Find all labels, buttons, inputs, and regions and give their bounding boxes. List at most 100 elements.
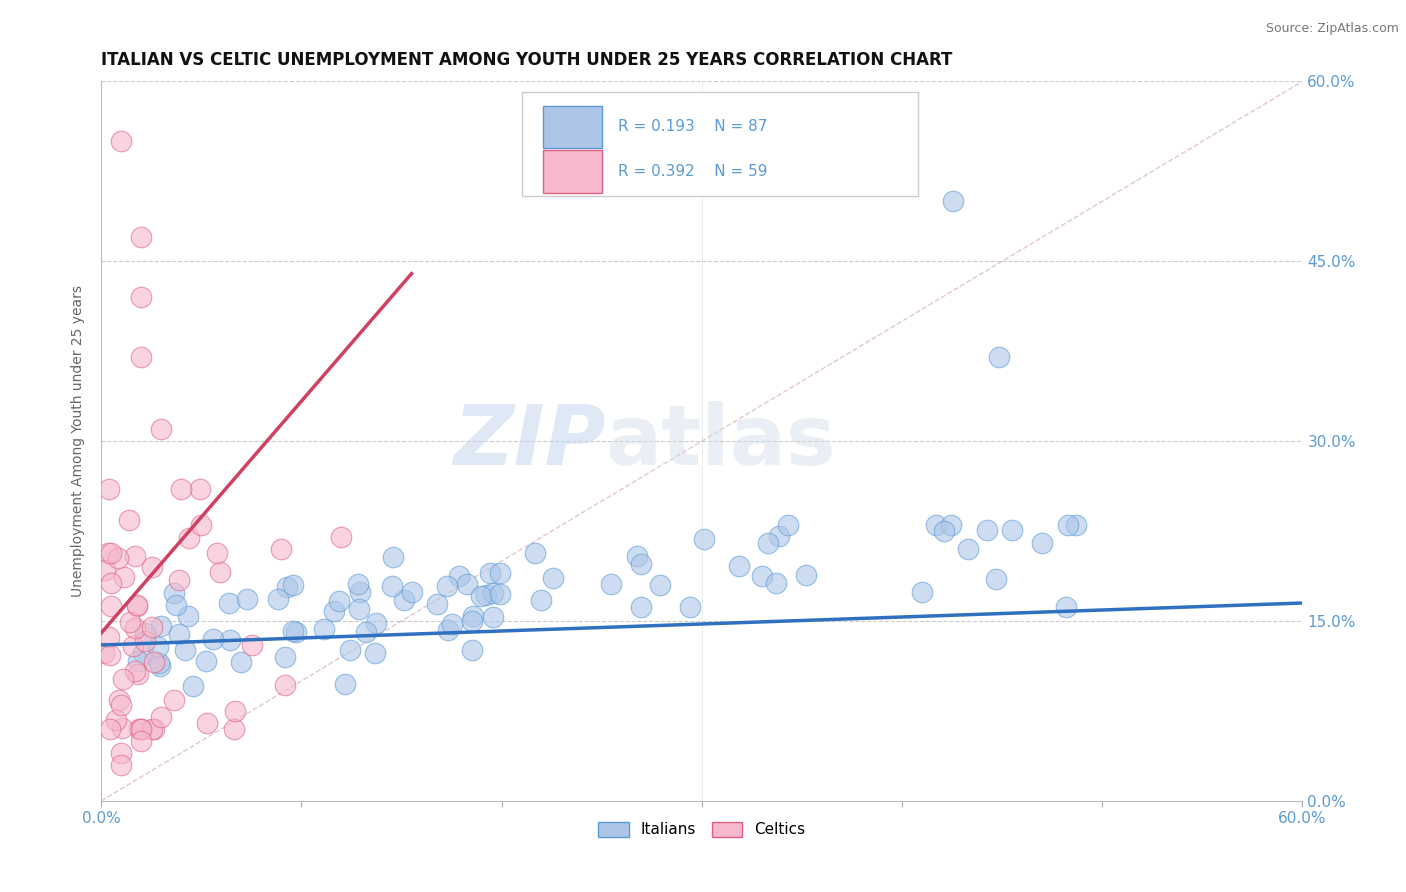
Point [650,578,672,592]
Point [273,650,295,665]
Point [366,616,388,631]
Point [530,593,553,607]
Point [942,194,965,209]
Point [281,577,304,591]
Point [179,531,201,545]
Point [381,579,404,593]
Point [108,693,131,707]
Point [932,524,955,538]
Point [112,570,135,584]
Point [125,599,148,614]
Point [1031,536,1053,550]
Point [330,530,353,544]
Point [208,565,231,579]
Point [281,624,304,638]
Point [437,623,460,637]
Point [692,532,714,546]
Point [401,584,423,599]
Point [267,592,290,607]
Point [141,560,163,574]
Point [150,422,173,436]
Point [141,722,163,736]
Point [482,609,505,624]
Point [132,647,155,661]
FancyBboxPatch shape [543,105,602,148]
Point [190,518,212,533]
Point [162,693,184,707]
Point [129,734,152,748]
Point [219,633,242,648]
Point [347,577,370,591]
Point [236,592,259,607]
Text: atlas: atlas [606,401,837,482]
Point [482,585,505,599]
Point [426,597,449,611]
Point [127,654,149,668]
Point [129,290,152,304]
Point [188,482,211,496]
Point [765,576,787,591]
Point [129,722,152,736]
FancyBboxPatch shape [543,150,602,193]
Point [461,609,484,624]
Point [110,758,132,772]
Point [599,577,621,591]
Point [322,604,344,618]
Point [127,666,149,681]
Point [794,568,817,582]
Point [328,594,350,608]
Point [124,664,146,678]
Point [456,577,478,591]
Point [630,558,652,572]
Point [470,590,492,604]
Point [142,722,165,736]
Point [224,705,246,719]
Point [218,596,240,610]
Point [148,640,170,655]
Point [134,626,156,640]
Point [207,546,229,560]
Point [93,646,115,660]
Point [167,573,190,587]
Point [173,643,195,657]
Point [100,575,122,590]
Text: ITALIAN VS CELTIC UNEMPLOYMENT AMONG YOUTH UNDER 25 YEARS CORRELATION CHART: ITALIAN VS CELTIC UNEMPLOYMENT AMONG YOU… [101,51,953,69]
Text: R = 0.193    N = 87: R = 0.193 N = 87 [617,120,768,135]
Point [98,722,121,736]
Point [274,678,297,692]
Point [333,676,356,690]
Point [460,643,482,657]
Text: Source: ZipAtlas.com: Source: ZipAtlas.com [1265,22,1399,36]
Point [436,579,458,593]
Point [177,608,200,623]
Point [110,746,132,760]
Legend: Italians, Celtics: Italians, Celtics [592,815,811,844]
Point [167,627,190,641]
Point [129,722,152,736]
Point [112,672,135,686]
Point [117,513,139,527]
Point [202,632,225,646]
Point [120,615,142,629]
Point [98,648,121,662]
Y-axis label: Unemployment Among Youth under 25 years: Unemployment Among Youth under 25 years [72,285,86,597]
Point [107,551,129,566]
Point [756,536,779,550]
Point [626,549,648,563]
Point [1000,523,1022,537]
Point [97,630,120,644]
Point [195,716,218,731]
Point [170,482,193,496]
Point [911,585,934,599]
Point [312,623,335,637]
Point [150,618,173,632]
Point [768,529,790,543]
Point [150,710,173,724]
Point [240,638,263,652]
FancyBboxPatch shape [522,92,918,196]
Point [489,566,512,580]
Point [524,546,547,560]
Point [110,698,132,712]
Text: R = 0.392    N = 59: R = 0.392 N = 59 [617,164,768,179]
Point [382,550,405,565]
